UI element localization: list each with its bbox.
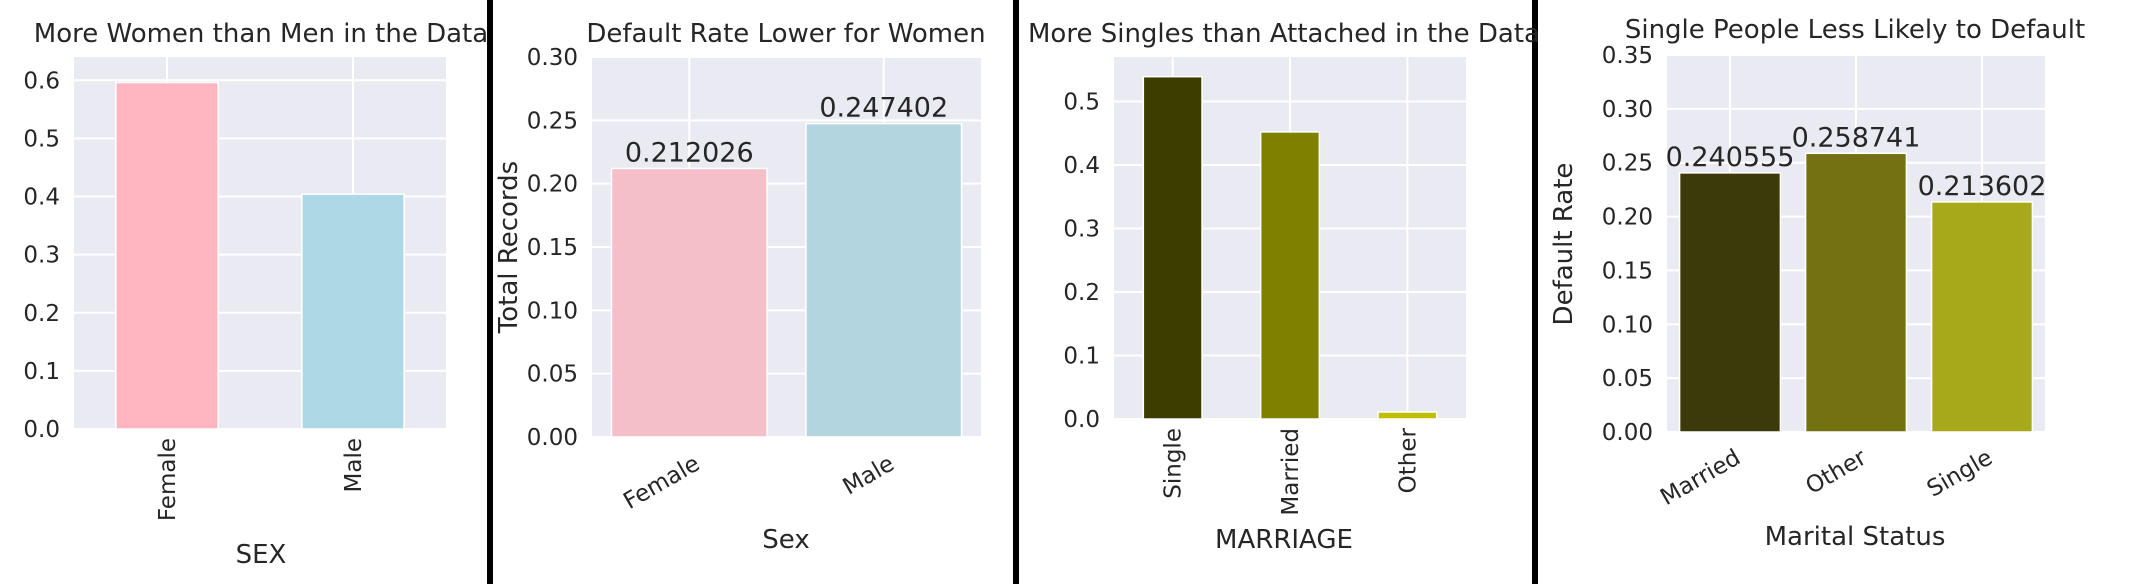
y-tick-label: 0.5 xyxy=(1063,89,1100,115)
y-tick-label: 0.25 xyxy=(1602,151,1653,177)
y-tick-label: 0.30 xyxy=(527,45,578,71)
data-label: 0.240555 xyxy=(1666,142,1795,173)
x-axis-label: Sex xyxy=(762,525,809,555)
y-axis-label: Total Records xyxy=(494,161,524,334)
y-tick-label: 0.15 xyxy=(1602,258,1653,284)
y-tick-label: 0.00 xyxy=(527,425,578,451)
y-tick-label: 0.05 xyxy=(527,362,578,388)
y-tick-label: 0.3 xyxy=(23,243,60,269)
y-tick-label: 0.10 xyxy=(1602,312,1653,338)
chart-3: 0.0 0.1 0.2 0.3 0.4 0.5 Single Married Other More… xyxy=(1028,19,1540,555)
bar-other xyxy=(1377,411,1438,420)
y-tick-label: 0.4 xyxy=(1063,153,1100,179)
x-tick-label: Married xyxy=(1656,445,1745,511)
chart-title: Single People Less Likely to Default xyxy=(1625,15,2085,45)
data-label: 0.258741 xyxy=(1792,122,1921,153)
panel-divider xyxy=(1013,0,1019,584)
y-tick-label: 0.35 xyxy=(1602,43,1653,69)
y-tick-label: 0.05 xyxy=(1602,366,1653,392)
x-tick-label: Female xyxy=(619,451,704,515)
y-tick-label: 0.25 xyxy=(527,108,578,134)
x-axis-label: MARRIAGE xyxy=(1215,525,1353,555)
bar-single xyxy=(1142,75,1203,420)
bar-female xyxy=(115,81,219,430)
x-tick-label: Single xyxy=(1161,428,1187,499)
x-tick-label: Single xyxy=(1923,445,1997,503)
y-tick-label: 0.20 xyxy=(527,172,578,198)
x-tick-label: Other xyxy=(1801,444,1871,499)
x-tick-label: Female xyxy=(155,438,181,521)
chart-2: 0.212026 0.247402 0.00 0.05 0.10 0.15 0.20 0.25… xyxy=(494,19,986,555)
y-tick-label: 0.0 xyxy=(1063,407,1100,433)
chart-title: More Women than Men in the Data xyxy=(34,19,488,49)
bar-other xyxy=(1804,152,1908,433)
bar-male xyxy=(301,193,405,430)
y-tick-label: 0.0 xyxy=(23,417,60,443)
bar-married xyxy=(1678,172,1782,433)
x-axis-label: Marital Status xyxy=(1765,522,1946,552)
y-tick-label: 0.5 xyxy=(23,126,60,152)
panel-divider xyxy=(487,0,493,584)
x-tick-label: Male xyxy=(839,451,899,501)
chart-title: Default Rate Lower for Women xyxy=(586,19,985,49)
y-tick-label: 0.2 xyxy=(23,301,60,327)
x-tick-label: Male xyxy=(341,438,367,492)
y-tick-label: 0.15 xyxy=(527,235,578,261)
y-axis-label: Default Rate xyxy=(1549,163,1579,326)
y-tick-label: 0.4 xyxy=(23,185,60,211)
bar-female xyxy=(610,167,768,438)
y-tick-label: 0.1 xyxy=(1063,343,1100,369)
x-axis-label: SEX xyxy=(236,540,287,570)
y-tick-label: 0.2 xyxy=(1063,280,1100,306)
chart-title: More Singles than Attached in the Data xyxy=(1028,19,1540,49)
y-tick-label: 0.10 xyxy=(527,298,578,324)
y-tick-label: 0.00 xyxy=(1602,420,1653,446)
data-label: 0.247402 xyxy=(819,93,948,124)
bar-male xyxy=(805,122,963,438)
y-tick-label: 0.6 xyxy=(23,68,60,94)
x-tick-label: Married xyxy=(1278,428,1304,516)
y-tick-label: 0.3 xyxy=(1063,216,1100,242)
panel-divider xyxy=(1532,0,1538,584)
bar-married xyxy=(1259,131,1321,420)
data-label: 0.212026 xyxy=(625,137,754,168)
data-label: 0.213602 xyxy=(1918,171,2047,202)
x-tick-label: Other xyxy=(1395,427,1421,493)
chart-1: 0.0 0.1 0.2 0.3 0.4 0.5 0.6 Female Male More Wome… xyxy=(23,19,488,570)
bar-single xyxy=(1930,201,2034,433)
y-tick-label: 0.30 xyxy=(1602,97,1653,123)
y-tick-label: 0.20 xyxy=(1602,205,1653,231)
y-tick-label: 0.1 xyxy=(23,359,60,385)
